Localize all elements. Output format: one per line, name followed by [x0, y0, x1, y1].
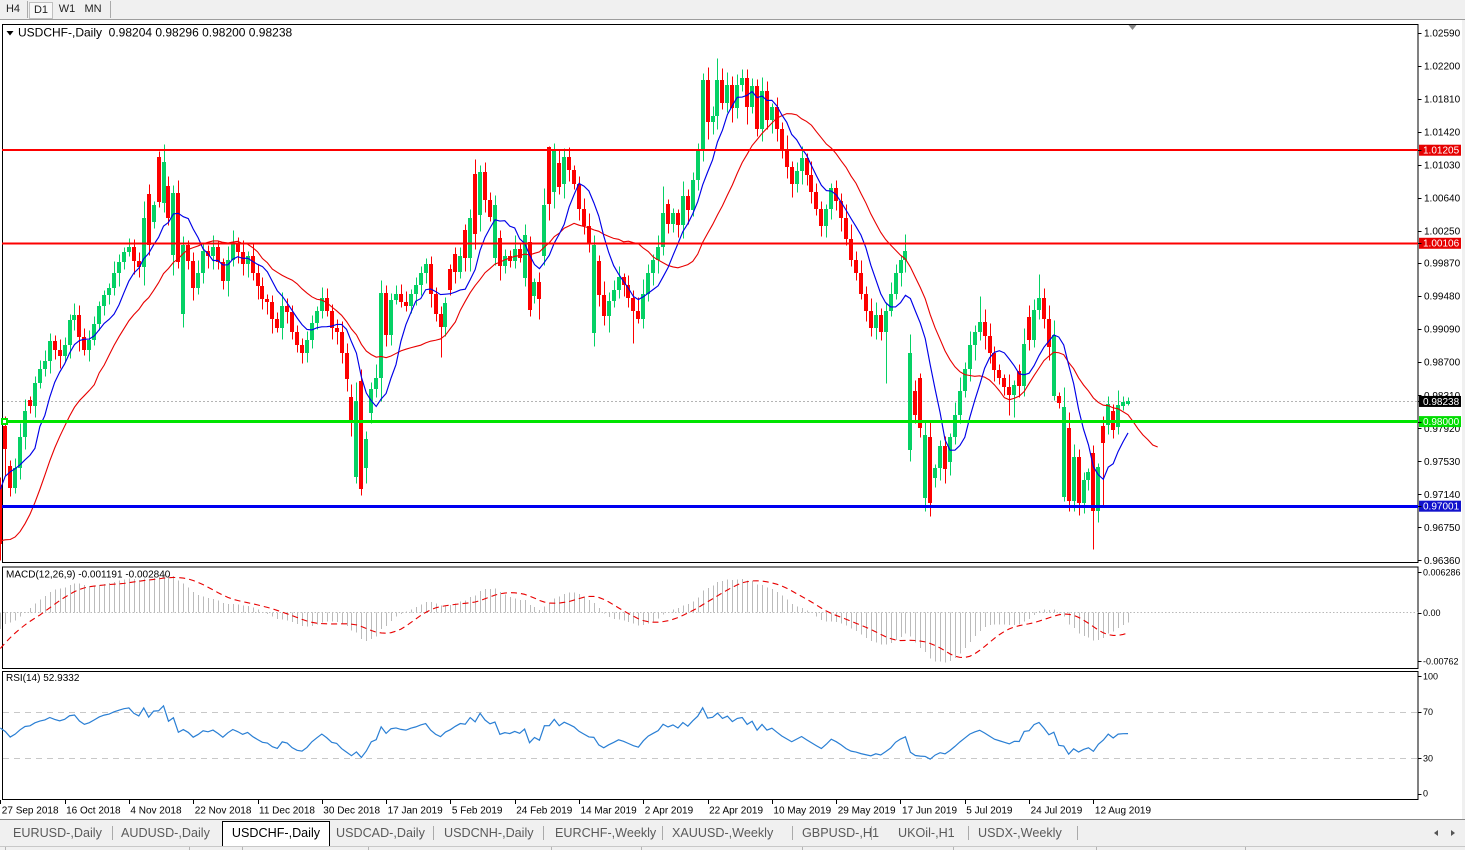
svg-text:24 Jul 2019: 24 Jul 2019 [1031, 806, 1083, 817]
svg-text:1.01420: 1.01420 [1424, 127, 1461, 138]
svg-text:0.98700: 0.98700 [1424, 358, 1461, 369]
svg-text:0.97530: 0.97530 [1424, 457, 1461, 468]
svg-text:14 Mar 2019: 14 Mar 2019 [581, 806, 638, 817]
svg-text:2 Apr 2019: 2 Apr 2019 [645, 806, 694, 817]
svg-text:30: 30 [1423, 754, 1433, 764]
svg-text:5 Feb 2019: 5 Feb 2019 [452, 806, 503, 817]
svg-text:USDCHF-,Daily 0.98204 0.98296: USDCHF-,Daily 0.98204 0.98296 0.98200 0.… [18, 26, 293, 40]
svg-text:22 Nov 2018: 22 Nov 2018 [195, 806, 252, 817]
svg-text:0: 0 [1423, 789, 1428, 799]
svg-text:1.02200: 1.02200 [1424, 61, 1461, 72]
svg-text:30 Dec 2018: 30 Dec 2018 [323, 806, 380, 817]
svg-text:4 Nov 2018: 4 Nov 2018 [130, 806, 182, 817]
svg-text:0.99090: 0.99090 [1424, 325, 1461, 336]
svg-text:0.99870: 0.99870 [1424, 259, 1461, 270]
svg-text:0.97001: 0.97001 [1423, 502, 1460, 513]
svg-text:5 Jul 2019: 5 Jul 2019 [966, 806, 1013, 817]
svg-text:RSI(14) 52.9332: RSI(14) 52.9332 [6, 673, 80, 684]
svg-text:1.01030: 1.01030 [1424, 160, 1461, 171]
svg-text:1.01205: 1.01205 [1423, 146, 1460, 157]
svg-text:1.00106: 1.00106 [1423, 239, 1460, 250]
svg-text:27 Sep 2018: 27 Sep 2018 [2, 806, 59, 817]
svg-text:11 Dec 2018: 11 Dec 2018 [259, 806, 315, 817]
svg-text:0.96750: 0.96750 [1424, 523, 1461, 534]
svg-text:MACD(12,26,9) -0.001191 -0.002: MACD(12,26,9) -0.001191 -0.002840 [6, 570, 171, 581]
svg-text:0.96360: 0.96360 [1424, 556, 1461, 567]
svg-text:0.006286: 0.006286 [1423, 568, 1461, 578]
svg-text:0.98000: 0.98000 [1423, 417, 1460, 428]
svg-text:70: 70 [1423, 707, 1433, 717]
svg-text:0.97140: 0.97140 [1424, 490, 1461, 501]
svg-text:1.00250: 1.00250 [1424, 226, 1461, 237]
svg-text:0.99480: 0.99480 [1424, 292, 1461, 303]
svg-text:-0.00762: -0.00762 [1423, 656, 1459, 666]
svg-text:16 Oct 2018: 16 Oct 2018 [66, 806, 121, 817]
svg-text:17 Jun 2019: 17 Jun 2019 [902, 806, 957, 817]
svg-text:12 Aug 2019: 12 Aug 2019 [1095, 806, 1152, 817]
svg-text:1.01810: 1.01810 [1424, 94, 1461, 105]
svg-text:24 Feb 2019: 24 Feb 2019 [516, 806, 573, 817]
svg-text:1.00640: 1.00640 [1424, 193, 1461, 204]
svg-text:1.02590: 1.02590 [1424, 28, 1461, 39]
svg-text:0.98238: 0.98238 [1423, 397, 1460, 408]
svg-text:22 Apr 2019: 22 Apr 2019 [709, 806, 763, 817]
svg-text:10 May 2019: 10 May 2019 [773, 806, 831, 817]
svg-text:29 May 2019: 29 May 2019 [838, 806, 896, 817]
svg-text:0.00: 0.00 [1423, 608, 1441, 618]
svg-text:100: 100 [1423, 672, 1438, 682]
svg-text:17 Jan 2019: 17 Jan 2019 [388, 806, 443, 817]
svg-text:0.97920: 0.97920 [1424, 424, 1461, 435]
